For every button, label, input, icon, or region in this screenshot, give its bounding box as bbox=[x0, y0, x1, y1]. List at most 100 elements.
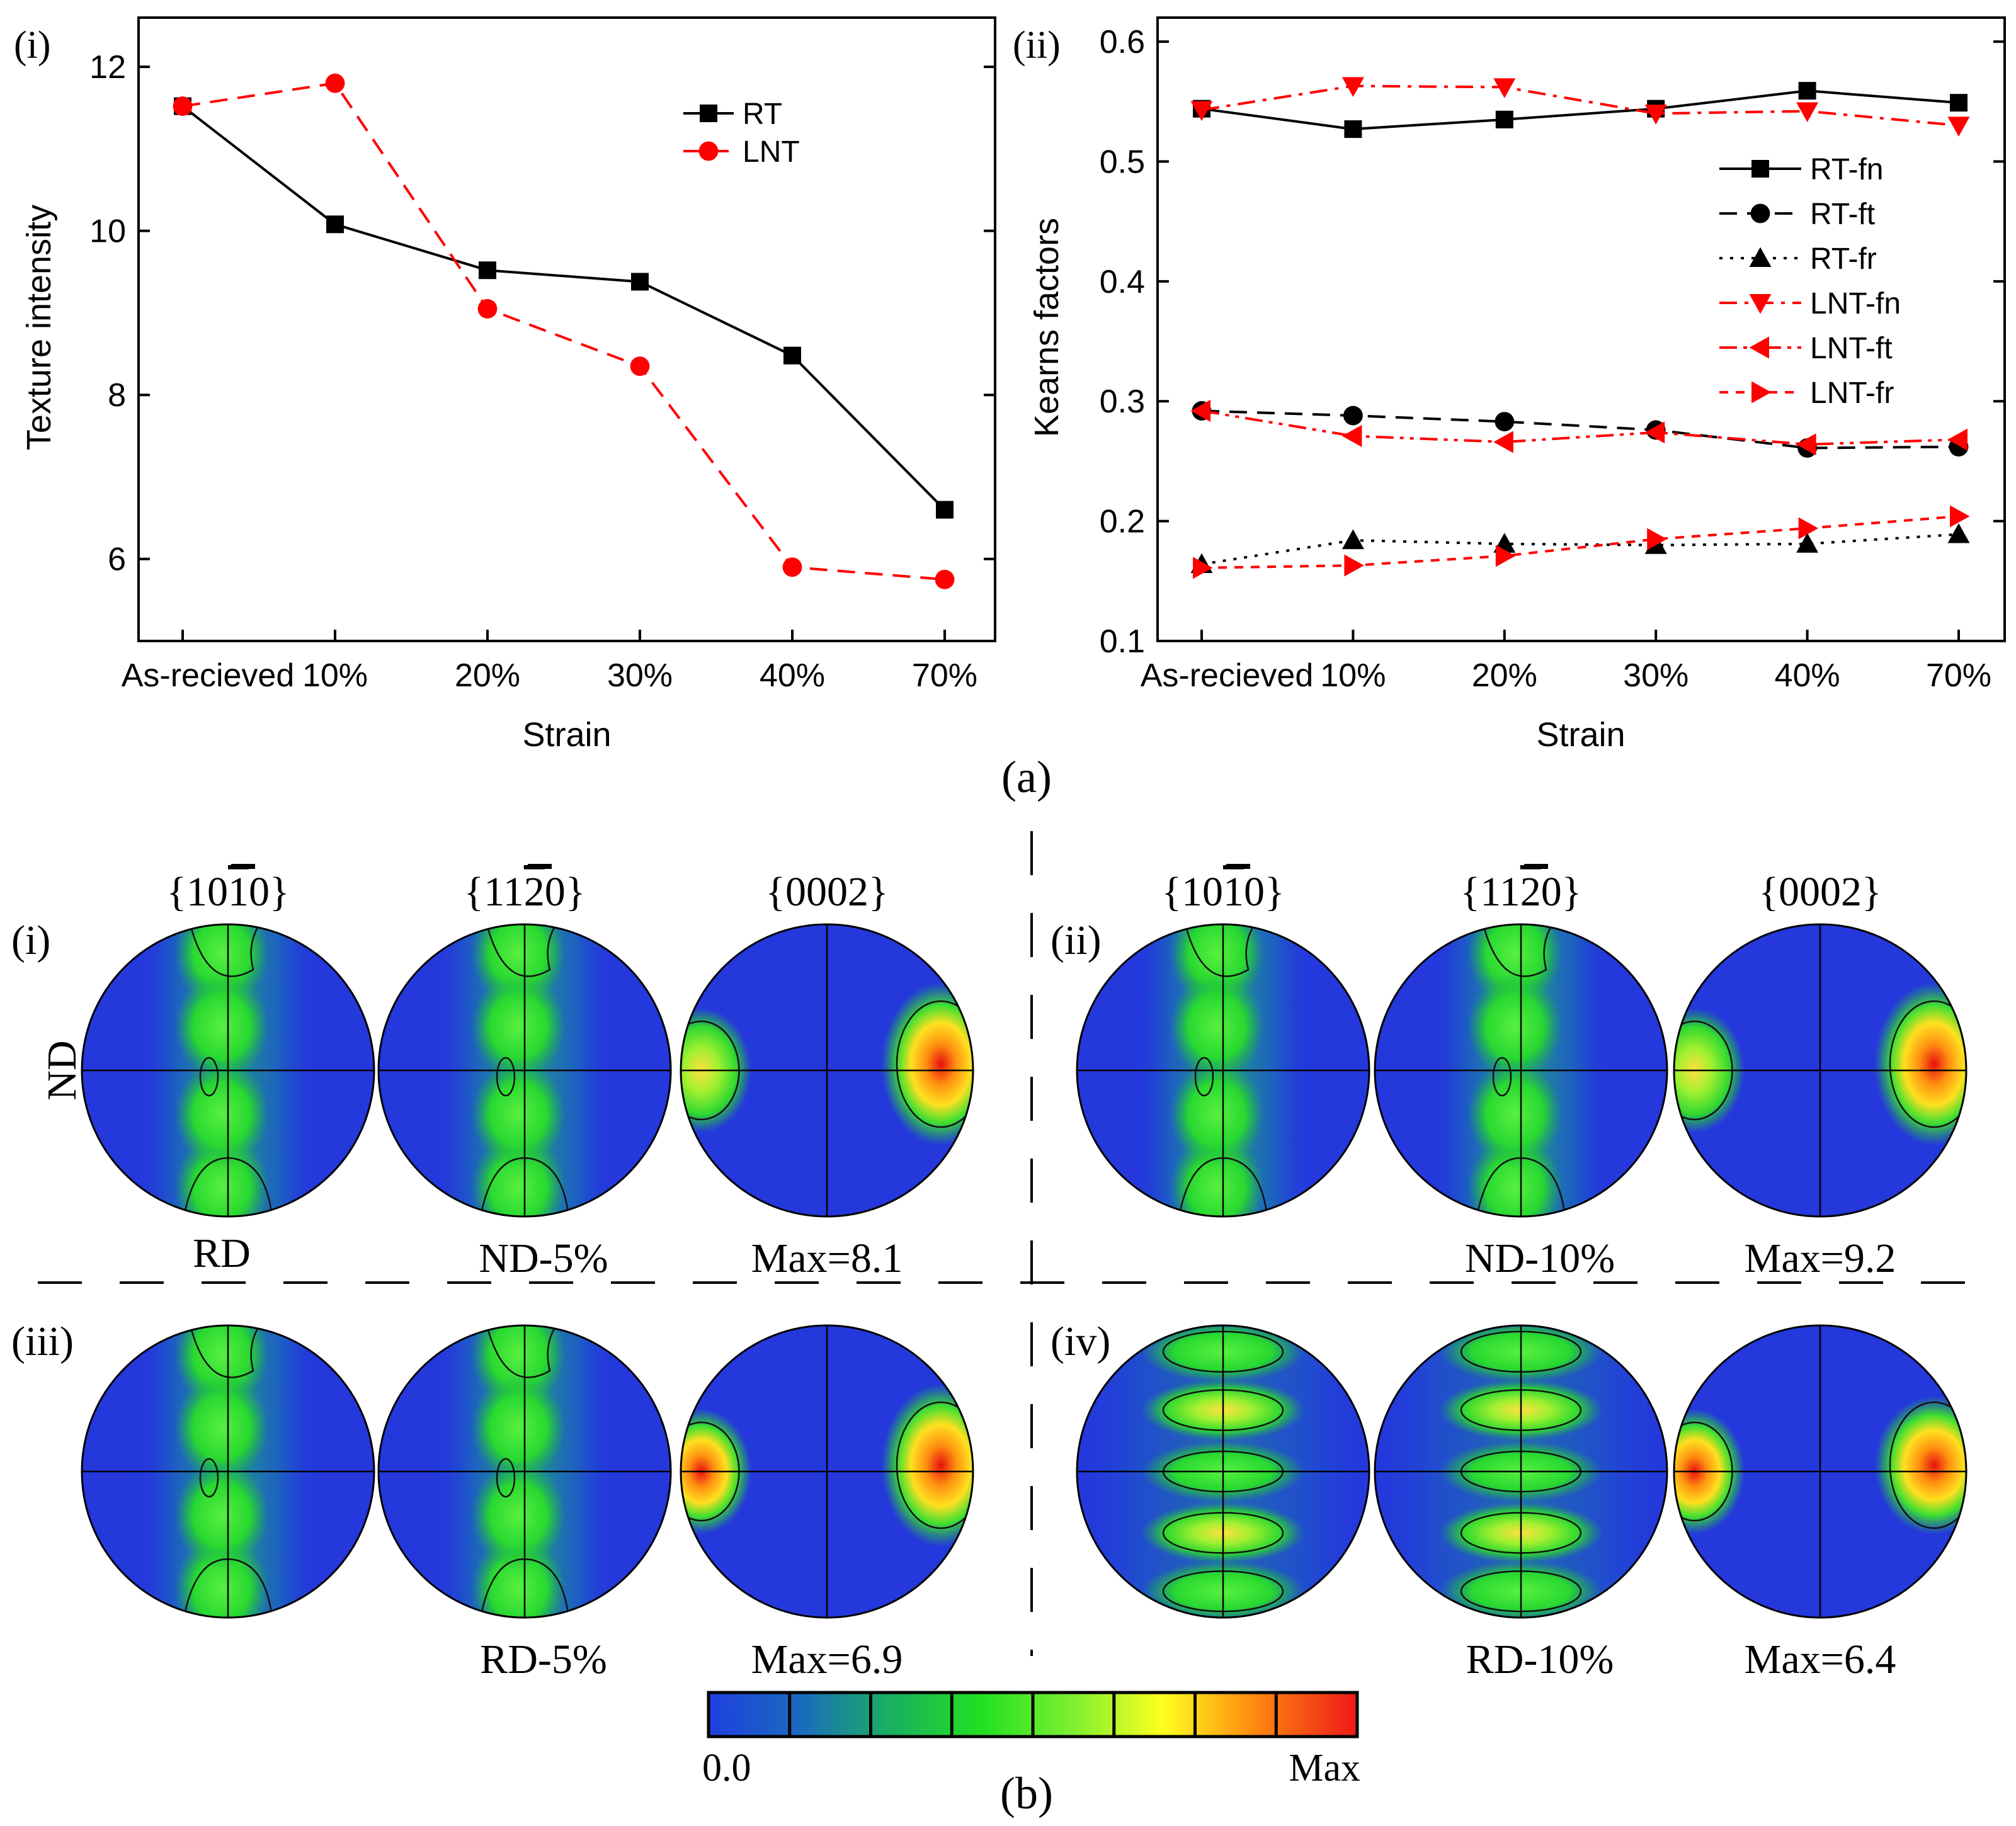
intensity-peak bbox=[471, 1060, 566, 1168]
plane-label-part: 0} bbox=[249, 869, 290, 915]
max-intensity-label: Max=8.1 bbox=[751, 1235, 903, 1281]
x-tick-label: 20% bbox=[455, 657, 520, 694]
plane-label-part: {10 bbox=[166, 869, 228, 915]
y-tick-label: 0.6 bbox=[1100, 24, 1145, 60]
data-point bbox=[1190, 399, 1210, 422]
contour-line bbox=[1194, 1057, 1214, 1097]
data-point bbox=[1493, 431, 1513, 453]
x-tick-labels: As-recieved 10% 20% 30% 40% 70% bbox=[122, 630, 977, 694]
y-axis-title: Texture intensity bbox=[20, 205, 58, 450]
colorbar: 0.0 Max bbox=[702, 1691, 1360, 1789]
pole-panel-3: (iii) RD-5% Max=6.9 bbox=[11, 1318, 974, 1682]
legend-label: LNT-fr bbox=[1810, 377, 1894, 410]
data-point bbox=[1341, 529, 1364, 550]
y-tick-label: 0.5 bbox=[1100, 144, 1145, 180]
y-tick-label: 6 bbox=[108, 542, 126, 578]
data-point bbox=[935, 569, 955, 589]
series-line bbox=[1201, 409, 1959, 450]
series-line bbox=[1201, 515, 1959, 569]
data-point bbox=[1644, 421, 1665, 444]
data-point bbox=[479, 261, 496, 280]
data-point bbox=[1798, 82, 1816, 100]
legend-marker bbox=[1749, 294, 1772, 314]
intensity-peak bbox=[174, 973, 269, 1080]
colorbar-max-label: Max bbox=[1289, 1747, 1360, 1789]
pole-figure-basal bbox=[681, 1325, 973, 1618]
plane-label-part: {11 bbox=[464, 869, 524, 915]
x-tick-label: 30% bbox=[1623, 657, 1689, 694]
intensity-peak bbox=[174, 1461, 269, 1569]
condition-label: ND-10% bbox=[1465, 1235, 1615, 1281]
series-group bbox=[173, 73, 955, 589]
series-line bbox=[1201, 409, 1959, 446]
contour-line bbox=[199, 1458, 219, 1498]
legend-marker bbox=[698, 141, 719, 161]
data-point bbox=[1947, 116, 1970, 137]
contour-line bbox=[496, 1458, 516, 1498]
data-point bbox=[783, 346, 801, 365]
contour-line bbox=[1889, 1000, 1966, 1128]
pole-figure-prism1 bbox=[1077, 1325, 1369, 1618]
intensity-peak bbox=[174, 1374, 269, 1482]
panel-label: (iii) bbox=[11, 1318, 74, 1364]
overline-bar bbox=[1226, 864, 1250, 869]
legend: RT LNT bbox=[683, 98, 800, 169]
legend-marker bbox=[1749, 336, 1769, 359]
contour-line bbox=[896, 1000, 973, 1128]
plane-label-part: {10 bbox=[1161, 869, 1223, 915]
panel-label: (i) bbox=[11, 917, 50, 963]
pole-outline bbox=[1076, 923, 1370, 1218]
max-intensity-label: Max=9.2 bbox=[1745, 1235, 1896, 1281]
data-point bbox=[326, 215, 344, 234]
plane-label: {0002} bbox=[765, 869, 888, 915]
series-line bbox=[181, 105, 946, 511]
panel-label: (iv) bbox=[1051, 1318, 1110, 1364]
legend-marker bbox=[1749, 247, 1772, 267]
pole-panel-4: (iv) RD-10% Max=6.4 bbox=[1051, 1318, 1968, 1682]
data-point bbox=[1343, 405, 1363, 426]
x-axis-title: Strain bbox=[1536, 716, 1625, 754]
plane-label-part: 0} bbox=[545, 869, 586, 915]
pole-outline bbox=[1076, 1324, 1370, 1619]
axis-label-rd: RD bbox=[193, 1230, 251, 1276]
series-LNT-fn bbox=[1190, 77, 1970, 137]
data-point bbox=[477, 299, 498, 319]
intensity-peak bbox=[880, 1383, 973, 1547]
legend-marker bbox=[700, 105, 717, 122]
max-intensity-label: Max=6.9 bbox=[751, 1636, 903, 1682]
texture-intensity-chart: (i) Strain Texture intensity 6 8 10 12 As-r… bbox=[14, 16, 996, 754]
data-point bbox=[630, 356, 650, 377]
y-tick-labels: 6 8 10 12 bbox=[89, 49, 995, 578]
data-point bbox=[325, 73, 345, 93]
series-line bbox=[1201, 533, 1959, 566]
plane-label: {1010} bbox=[166, 869, 289, 915]
legend-label: RT-fr bbox=[1810, 242, 1877, 276]
contour-line bbox=[183, 1157, 273, 1216]
y-tick-label: 10 bbox=[89, 213, 126, 250]
panel-label-a-i: (i) bbox=[14, 24, 51, 67]
plane-label-part: {11 bbox=[1461, 869, 1520, 915]
y-tick-label: 8 bbox=[108, 377, 126, 414]
y-tick-label: 0.2 bbox=[1100, 504, 1145, 540]
pole-figure-prism2 bbox=[1375, 924, 1667, 1216]
pole-figure-prism2 bbox=[379, 924, 671, 1216]
series-RT bbox=[174, 97, 954, 519]
data-point bbox=[1647, 528, 1667, 550]
intensity-peak bbox=[1170, 1060, 1264, 1168]
series-LNT-ft bbox=[1190, 399, 1968, 456]
pole-panel-2: (ii){1010} {1120} {0002}ND-10% Max=9.2 bbox=[1051, 864, 1968, 1281]
contour-line bbox=[189, 924, 261, 977]
plane-label-part: {0002} bbox=[765, 869, 888, 915]
x-tick-labels: As-recieved 10% 20% 30% 40% 70% bbox=[1141, 630, 1991, 694]
data-point bbox=[631, 273, 649, 291]
legend-label: LNT-ft bbox=[1810, 332, 1893, 365]
contour-line bbox=[1492, 1057, 1512, 1097]
contour-line bbox=[479, 1157, 570, 1216]
contour-line bbox=[1482, 924, 1554, 977]
legend-label: RT-ft bbox=[1810, 198, 1875, 231]
x-tick-label: 40% bbox=[1775, 657, 1840, 694]
series-line bbox=[1201, 89, 1959, 131]
plane-label-part: {0002} bbox=[1758, 869, 1881, 915]
